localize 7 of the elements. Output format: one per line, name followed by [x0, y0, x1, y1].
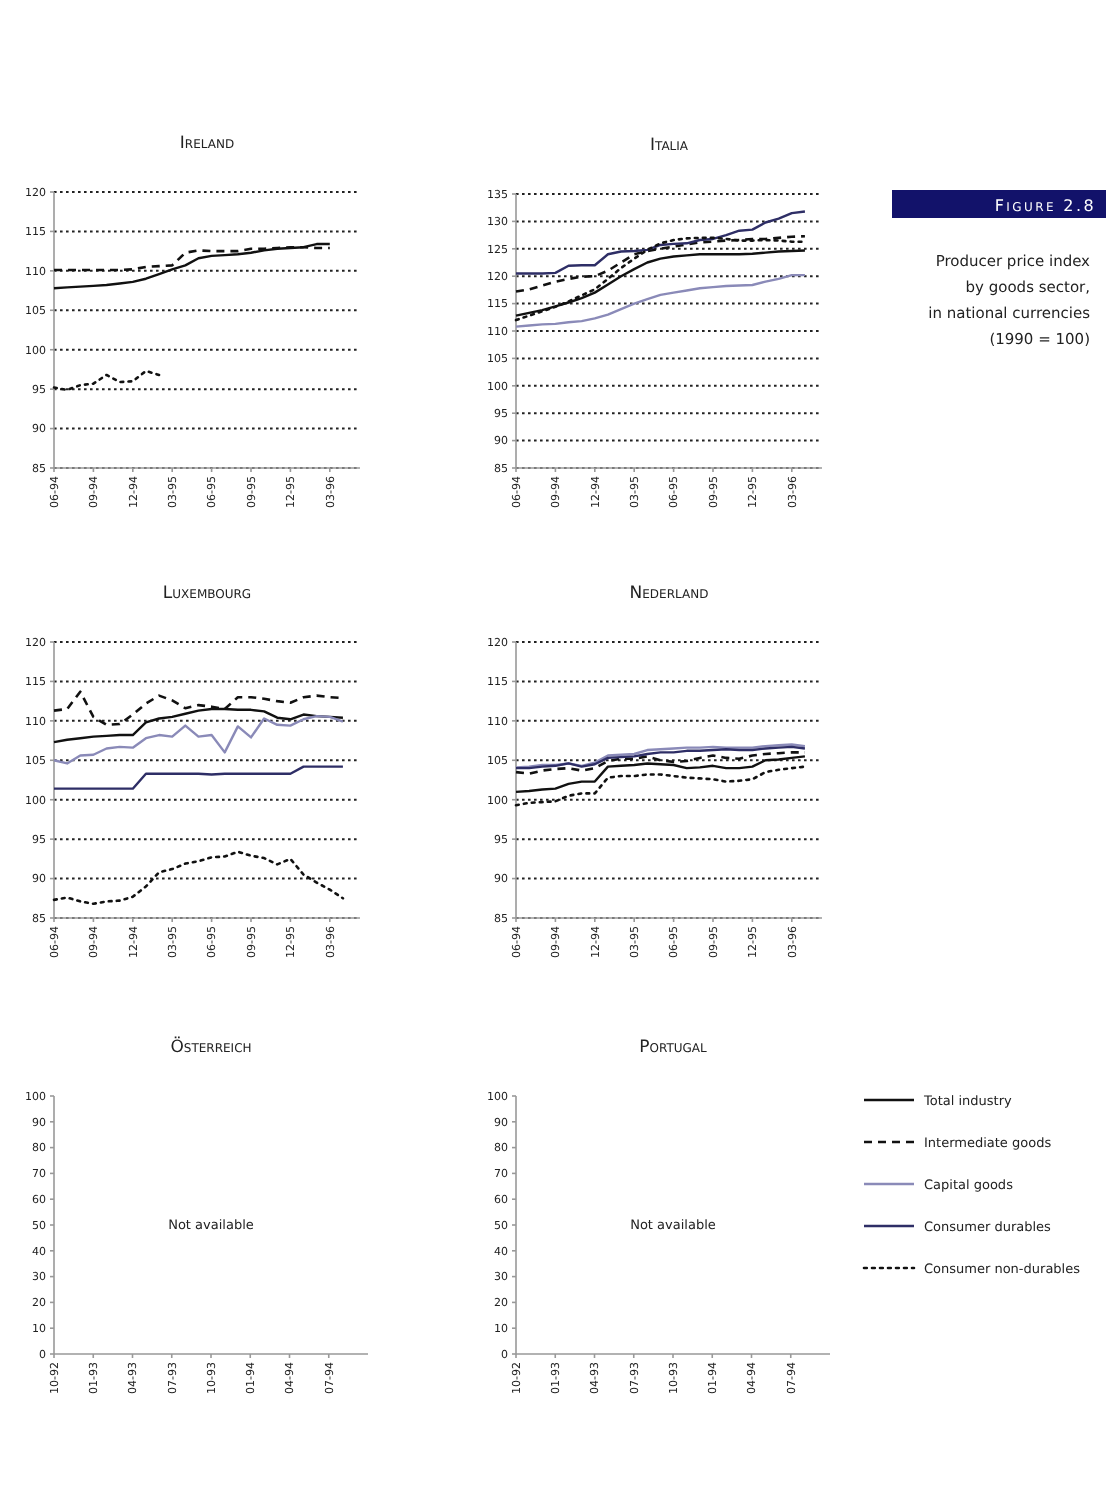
chart-title: Nederland	[629, 584, 710, 604]
chart-title: Österreich	[170, 1036, 252, 1058]
chart-title: Luxembourg	[162, 584, 252, 604]
chart-title: Italia	[649, 136, 690, 156]
chart-title: Ireland	[179, 134, 235, 154]
caption: Figure 2.8	[994, 197, 1096, 215]
chart-title: Portugal	[639, 1038, 709, 1058]
